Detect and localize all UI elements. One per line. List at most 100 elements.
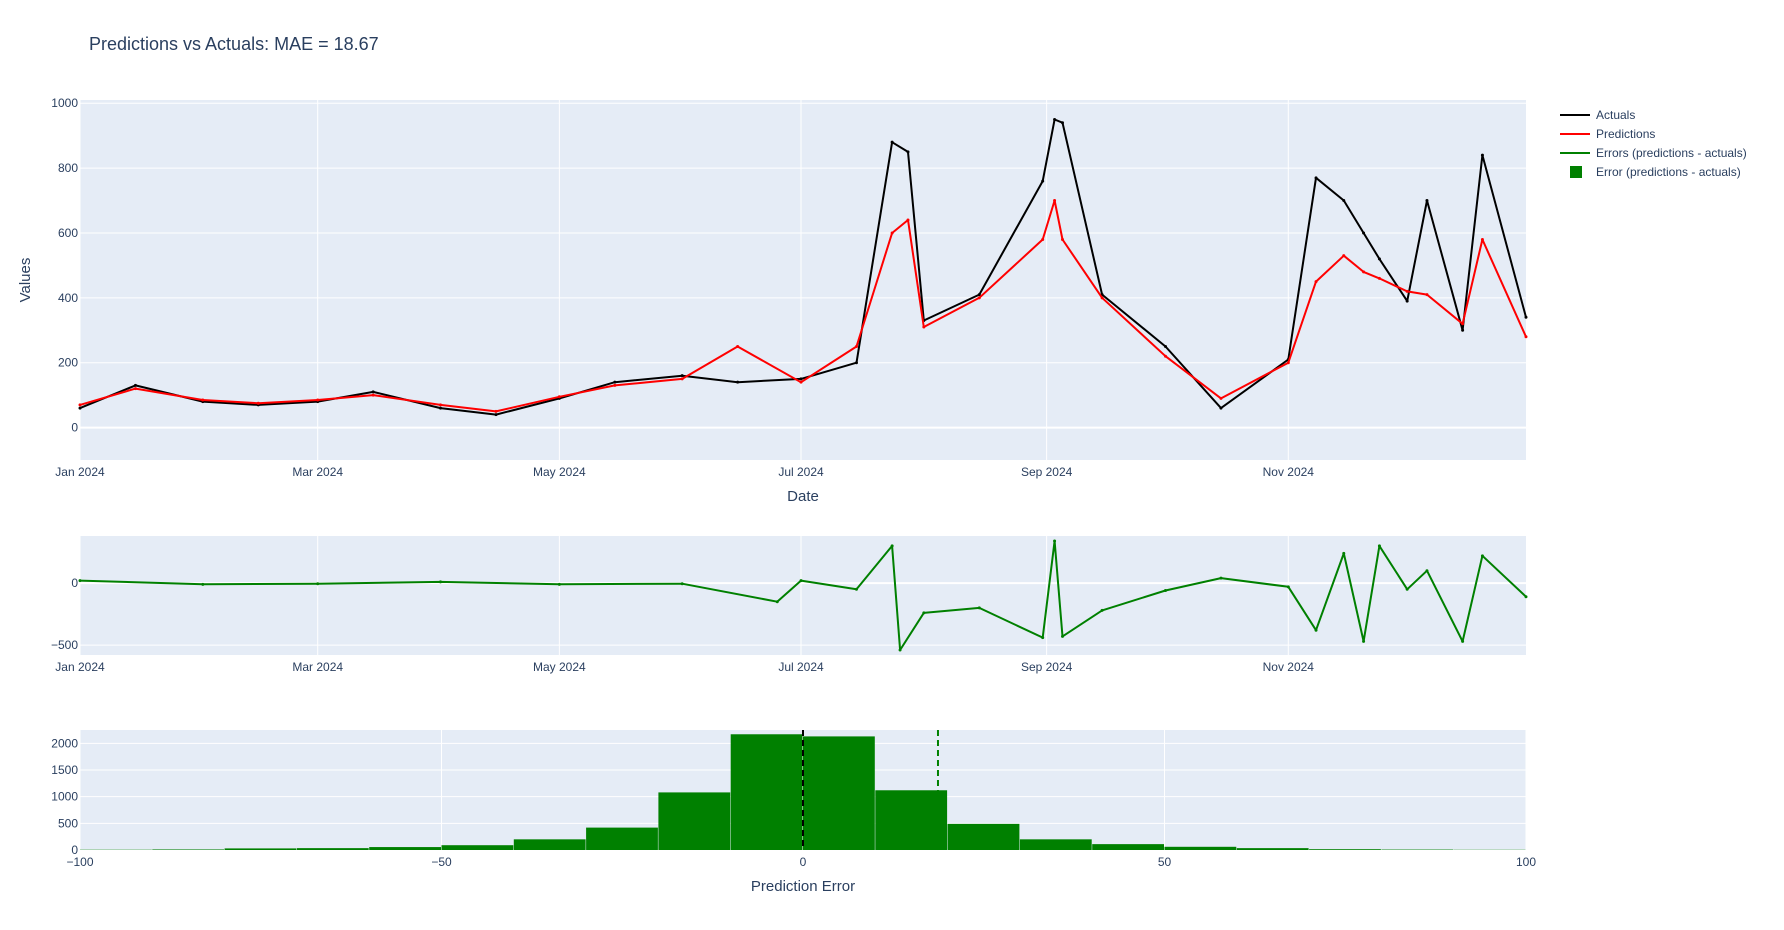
panel-histogram-reflines: [802, 730, 939, 850]
panel-histogram-ytick-label: 0: [71, 843, 78, 857]
panel-values-xtick-label: Sep 2024: [1021, 465, 1073, 479]
panel-values-series-1-point: [613, 383, 617, 387]
panel-histogram-ytick-label: 2000: [51, 736, 78, 750]
legend-label-errors-line[interactable]: Errors (predictions - actuals): [1596, 146, 1747, 160]
histogram-bar: [441, 845, 514, 850]
panel-values-series-0-point: [1377, 257, 1381, 261]
panel-values-series-1-point: [1342, 254, 1346, 258]
histogram-bar: [803, 736, 875, 850]
panel-values-series-1-point: [371, 393, 375, 397]
panel-values-plot-area: [80, 100, 1526, 460]
panel-errors-series-0-point: [1425, 569, 1429, 573]
panel-values-series-0-point: [977, 293, 981, 297]
panel-values-series-0-point: [613, 380, 617, 384]
legend-swatch-error-hist: [1570, 166, 1582, 178]
panel-errors-plot-area: [80, 536, 1526, 655]
panel-values-series-1-point: [1219, 396, 1223, 400]
panel-errors-series-0-point: [1286, 585, 1290, 589]
panel-values-series-1-point: [1362, 270, 1366, 274]
panel-values-series-0-point: [680, 374, 684, 378]
panel-values-series-0-point: [1425, 199, 1429, 203]
panel-values-series-1-point: [1041, 237, 1045, 241]
panel-values-series-0-point: [890, 140, 894, 144]
panel-values-series-0-point: [1362, 231, 1366, 235]
panel-values-series-1-point: [799, 380, 803, 384]
panel-values-series-0-point: [799, 377, 803, 381]
panel-values-series-1-point: [1100, 296, 1104, 300]
panel-values-series-1-point: [1524, 335, 1528, 339]
panel-errors-ticks: Jan 2024 Mar 2024 May 2024 Jul 2024 Sep 2024…: [51, 576, 1314, 674]
panel-values-series-0-point: [1060, 121, 1064, 125]
panel-values-series-0-point: [854, 361, 858, 365]
panel-values-series-1-point: [1405, 289, 1409, 293]
panel-values-ytick-label: 600: [58, 226, 78, 240]
legend-label-error-hist[interactable]: Error (predictions - actuals): [1596, 165, 1741, 179]
panel-errors-series-0-point: [1163, 589, 1167, 593]
panel-errors-xtick-label: Jan 2024: [55, 660, 105, 674]
panel-histogram-xtick-label: −50: [431, 855, 452, 869]
panel-values-series-0-point: [1163, 344, 1167, 348]
histogram-bar: [586, 827, 658, 850]
panel-errors: Jan 2024 Mar 2024 May 2024 Jul 2024 Sep 2024…: [51, 536, 1528, 674]
panel-values-series-1-point: [922, 325, 926, 329]
panel-values-series-0-point: [78, 406, 82, 410]
panel-errors-series-0-point: [1041, 636, 1045, 640]
histogram-bar: [1092, 844, 1164, 850]
legend-label-predictions[interactable]: Predictions: [1596, 127, 1655, 141]
panel-values-series-1-point: [1377, 276, 1381, 280]
panel-values-xlabel: Date: [787, 488, 819, 505]
panel-values-xtick-label: May 2024: [533, 465, 586, 479]
panel-values-ylabel: Values: [17, 258, 34, 303]
panel-values-xtick-label: Jan 2024: [55, 465, 105, 479]
panel-values-series-1-point: [439, 403, 443, 407]
panel-values-series-0-point: [1524, 315, 1528, 319]
panel-errors-series-0-point: [1377, 544, 1381, 548]
panel-values-series-1-point: [201, 398, 205, 402]
panel-values-series-1-point: [494, 409, 498, 413]
panel-values-series-0-point: [736, 380, 740, 384]
panel-values-series-1-point: [1060, 237, 1064, 241]
panel-errors-series-0-point: [1405, 587, 1409, 591]
panel-values-series: [78, 117, 1528, 417]
panel-values-series-1-point: [133, 387, 137, 391]
panel-errors-series-0-point: [439, 580, 443, 584]
panel-errors-series-0-point: [201, 582, 205, 586]
panel-values-series-0-point: [1461, 328, 1465, 332]
panel-errors-ytick-label: −500: [51, 638, 78, 652]
histogram-bar: [1236, 848, 1309, 850]
panel-errors-xtick-label: May 2024: [533, 660, 586, 674]
histogram-bar: [369, 847, 441, 850]
panel-errors-series-0-point: [799, 579, 803, 583]
panel-histogram-xtick-label: −100: [66, 855, 93, 869]
panel-values-series-0-point: [133, 383, 137, 387]
panel-errors-series-0-point: [854, 587, 858, 591]
panel-values-series-1-point: [256, 401, 260, 405]
panel-errors-series-0-point: [922, 611, 926, 615]
panel-values-series-0-point: [1314, 176, 1318, 180]
panel-errors-xtick-label: Sep 2024: [1021, 660, 1073, 674]
panel-values-series-1-point: [854, 344, 858, 348]
panel-values-series-1-point: [906, 218, 910, 222]
histogram-bar: [1164, 846, 1237, 850]
histogram-bar: [224, 848, 297, 850]
panel-values-ytick-label: 200: [58, 356, 78, 370]
panel-values: Jan 2024 Mar 2024 May 2024 Jul 2024 Sep 2024…: [17, 96, 1528, 505]
panel-errors-series-0-point: [1362, 639, 1366, 643]
panel-errors-xtick-label: Nov 2024: [1263, 660, 1315, 674]
panel-histogram-ytick-label: 1500: [51, 763, 78, 777]
panel-errors-xtick-label: Jul 2024: [778, 660, 824, 674]
legend[interactable]: Actuals Predictions Errors (predictions …: [1560, 108, 1747, 179]
panel-histogram-ytick-label: 1000: [51, 790, 78, 804]
panel-values-series-0-point: [1342, 199, 1346, 203]
panel-errors-series-0-point: [1480, 554, 1484, 558]
panel-values-series-1-point: [557, 395, 561, 399]
panel-histogram-xtick-label: 50: [1158, 855, 1172, 869]
panel-values-series-1-point: [1461, 322, 1465, 326]
panel-values-series-1: [79, 199, 1527, 413]
panel-errors-series-0-point: [1219, 576, 1223, 580]
panel-values-series-0-point: [494, 413, 498, 417]
legend-label-actuals[interactable]: Actuals: [1596, 108, 1635, 122]
